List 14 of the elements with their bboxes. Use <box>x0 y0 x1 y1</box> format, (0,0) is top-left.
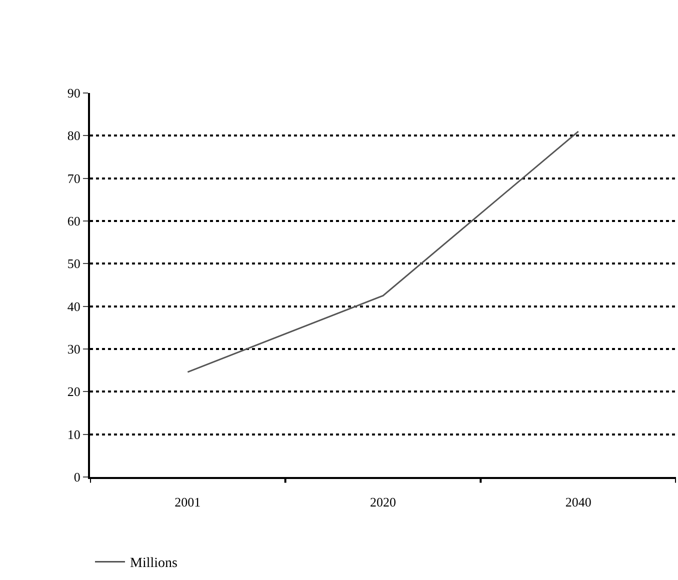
y-tick-label: 40 <box>67 298 80 314</box>
y-tick-label: 0 <box>74 470 80 485</box>
y-tick-label: 50 <box>67 256 80 272</box>
y-tick-label: 80 <box>67 128 80 144</box>
y-tick-label: 60 <box>67 214 80 229</box>
x-tick-label: 2020 <box>370 494 396 510</box>
y-tick-label: 70 <box>67 170 80 186</box>
y-tick-label: 20 <box>67 384 80 400</box>
x-tick-label: 2001 <box>174 494 201 510</box>
y-tick-label: 90 <box>67 86 80 101</box>
y-tick-label: 30 <box>67 342 80 357</box>
legend-label: Millions <box>130 556 178 572</box>
x-tick-label: 2040 <box>565 494 592 510</box>
y-tick-label: 10 <box>67 426 80 442</box>
